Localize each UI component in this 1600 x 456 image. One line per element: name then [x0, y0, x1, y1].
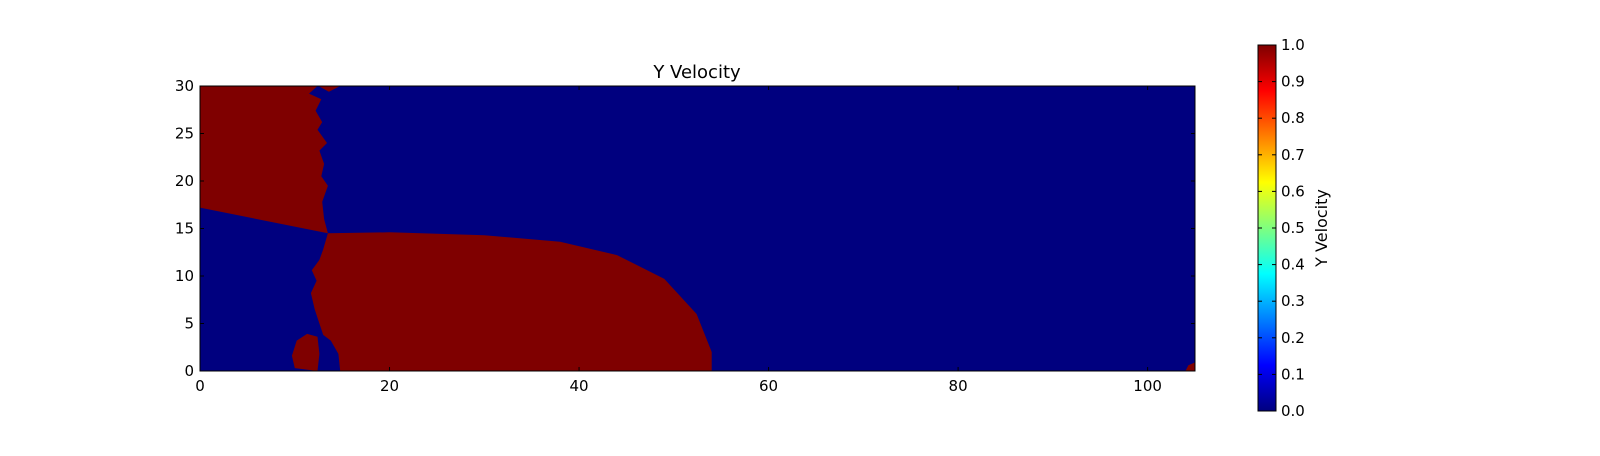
x-tick-label: 0: [195, 377, 205, 395]
heatmap-region-2: [318, 86, 341, 92]
x-tick-label: 20: [380, 377, 399, 395]
y-tick-label: 5: [184, 315, 194, 333]
y-tick-label: 30: [175, 77, 194, 95]
heatmap-region-5: [1185, 362, 1195, 371]
heatmap-region-4: [291, 333, 320, 371]
colorbar-label: Y Velocity: [1312, 189, 1331, 268]
colorbar-tick-label: 0.5: [1281, 219, 1305, 237]
colorbar: 0.0 0.1 0.2 0.3 0.4 0.5 0.6 0.7 0.8 0.9 1.0 Y Velo…: [1257, 36, 1331, 420]
y-tick-label: 0: [184, 362, 194, 380]
y-tick-label: 10: [175, 267, 194, 285]
y-tick-label: 15: [175, 220, 194, 238]
colorbar-tick-label: 0.2: [1281, 329, 1305, 347]
chart-title: Y Velocity: [652, 62, 741, 83]
x-tick-label: 100: [1133, 377, 1162, 395]
plot-area: [199, 85, 1196, 372]
colorbar-tick-label: 0.1: [1281, 365, 1305, 383]
y-tick-label: 20: [175, 172, 194, 190]
colorbar-tick-label: 0.7: [1281, 146, 1305, 164]
colorbar-tick-label: 0.8: [1281, 109, 1305, 127]
x-tick-label: 80: [949, 377, 968, 395]
heatmap-region-1: [200, 86, 328, 234]
y-axis: 0 5 10 15 20 25 30: [175, 77, 1195, 380]
colorbar-tick-label: 1.0: [1281, 36, 1305, 54]
x-tick-label: 40: [570, 377, 589, 395]
colorbar-tick-label: 0.4: [1281, 256, 1305, 274]
colorbar-tick-label: 0.9: [1281, 73, 1305, 91]
x-axis: 0 20 40 60 80 100: [195, 86, 1162, 395]
colorbar-tick-label: 0.6: [1281, 182, 1305, 200]
colorbar-tick-label: 0.3: [1281, 292, 1305, 310]
heatmap-region-3: [310, 232, 712, 371]
x-tick-label: 60: [759, 377, 778, 395]
y-tick-label: 25: [175, 125, 194, 143]
colorbar-tick-label: 0.0: [1281, 402, 1305, 420]
